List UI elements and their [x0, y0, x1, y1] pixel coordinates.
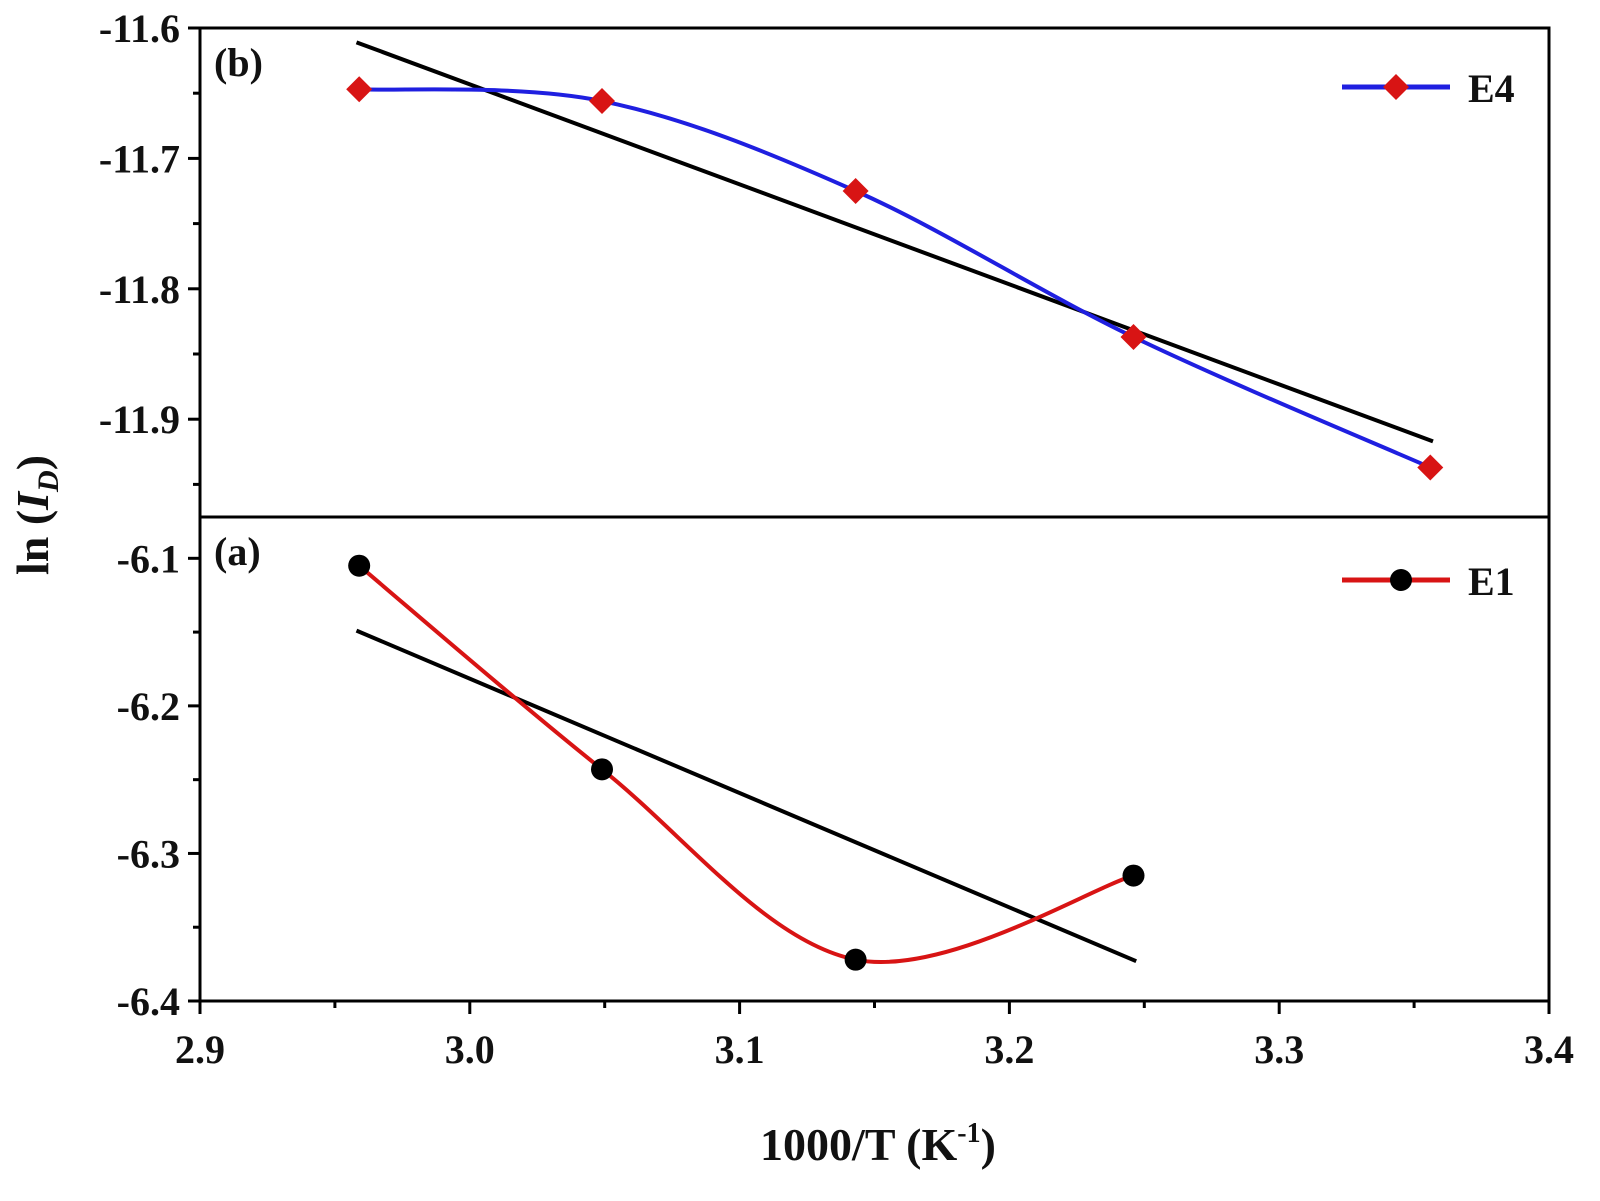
y-axis-title-italic: I	[7, 490, 58, 511]
linear-fit-line	[355, 40, 1434, 444]
data-point-marker	[844, 948, 867, 971]
data-point-marker	[1120, 324, 1147, 351]
x-axis-title-superscript: -1	[957, 1118, 980, 1149]
x-tick-label: 3.0	[445, 1027, 495, 1072]
x-tick-label: 3.1	[715, 1027, 765, 1072]
linear-fit-line	[355, 628, 1137, 963]
legend-marker	[1383, 74, 1409, 100]
y-tick-label: -11.6	[99, 6, 180, 51]
x-tick-label: 3.4	[1524, 1027, 1574, 1072]
x-axis-title-close: )	[981, 1119, 996, 1170]
legend-label: E4	[1468, 66, 1515, 111]
data-point-marker	[1417, 454, 1444, 481]
y-tick-label: -11.7	[99, 136, 180, 181]
y-tick-label: -6.2	[117, 684, 180, 729]
y-tick-label: -11.8	[99, 267, 180, 312]
plot-frame	[198, 26, 1551, 519]
data-point-marker	[1122, 864, 1145, 887]
series-line	[359, 87, 1432, 470]
y-axis-title-main: ln (	[7, 510, 58, 575]
y-axis-title-close: )	[7, 455, 58, 470]
plot-frame	[198, 515, 1551, 1003]
y-tick-label: -6.4	[117, 979, 180, 1024]
series-line	[357, 564, 1135, 964]
y-axis-title: ln (ID)	[7, 455, 65, 575]
x-tick-label: 3.2	[984, 1027, 1034, 1072]
x-axis-title: 1000/T (K-1)	[760, 1118, 996, 1170]
data-point-marker	[842, 178, 869, 204]
legend-label: E1	[1468, 559, 1515, 604]
legend-marker	[1390, 569, 1412, 591]
y-tick-label: -6.1	[117, 536, 180, 581]
x-tick-label: 2.9	[175, 1027, 225, 1072]
y-tick-label: -11.9	[99, 397, 180, 442]
data-point-marker	[591, 758, 614, 781]
x-tick-label: 3.3	[1254, 1027, 1304, 1072]
panel-top-plot: -11.9 -11.8 -11.7 -11.6 (b) E4	[99, 6, 1551, 519]
data-point-marker	[348, 554, 371, 577]
data-point-marker	[346, 76, 373, 103]
y-axis-title-subscript: D	[32, 470, 65, 493]
panel-bottom-plot: -6.4 -6.3 -6.2 -6.1 2.9 3.0 3.1 3.2 3.3 3.4 (a) E1	[117, 515, 1574, 1072]
y-tick-label: -6.3	[117, 831, 180, 876]
x-axis-title-main: 1000/T (K	[760, 1119, 957, 1170]
data-point-marker	[589, 88, 616, 115]
panel-label: (b)	[214, 40, 263, 85]
panel-label: (a)	[214, 529, 261, 574]
